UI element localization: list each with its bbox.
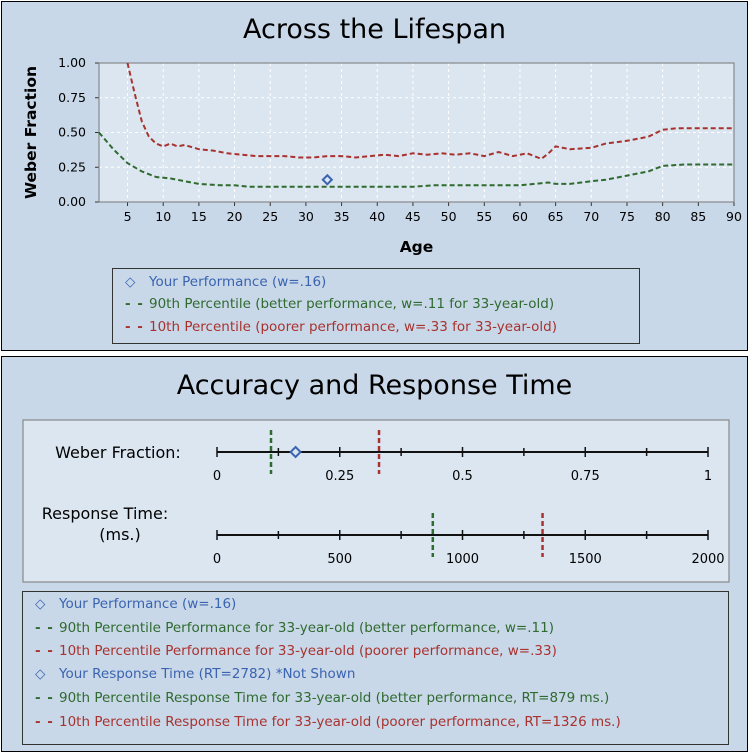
legend2-label-2: 10th Percentile Performance for 33-year-…	[59, 643, 557, 659]
x-tick-label: 65	[548, 209, 564, 224]
legend1-label-your-performance: Your Performance (w=.16)	[149, 274, 327, 290]
dashed-line-icon: - -	[35, 690, 54, 706]
accuracy-panel: Accuracy and Response Time 0 0.25 0.5 0.75 1…	[1, 356, 748, 752]
x-tick-label: 40	[369, 209, 385, 224]
number-line-box	[22, 419, 730, 583]
x-tick-label: 5	[124, 209, 132, 224]
legend1-90th-percentile: - - 90th Percentile (better performance,…	[125, 296, 554, 312]
x-tick-label: 10	[155, 209, 171, 224]
x-tick-label: 50	[441, 209, 457, 224]
x-axis-label: Age	[400, 238, 434, 256]
dashed-line-icon: - -	[35, 620, 54, 636]
x-tick-label: 55	[476, 209, 492, 224]
axis-tick-label: 500	[327, 552, 352, 567]
x-tick-label: 85	[690, 209, 706, 224]
your-performance-marker	[289, 445, 302, 459]
legend2-your-response-time: ◇ Your Response Time (RT=2782) *Not Show…	[35, 666, 355, 682]
y-axis-label: Weber Fraction	[22, 66, 40, 199]
legend2-10th-performance: - - 10th Percentile Performance for 33-y…	[35, 643, 557, 659]
legend2-label-3: Your Response Time (RT=2782) *Not Shown	[59, 666, 356, 682]
axis-tick-label: 2000	[691, 552, 724, 567]
x-tick-label: 45	[405, 209, 421, 224]
x-tick-label: 80	[655, 209, 671, 224]
legend2-label-1: 90th Percentile Performance for 33-year-…	[59, 620, 554, 636]
axis-tick-label: 1	[704, 469, 712, 484]
lifespan-legend: ◇ Your Performance (w=.16) - - 90th Perc…	[112, 268, 640, 344]
x-tick-label: 70	[583, 209, 599, 224]
axis-tick-label: 1500	[569, 552, 602, 567]
row-label: Weber Fraction:	[55, 443, 181, 462]
axis-tick-label: 1000	[446, 552, 479, 567]
row-label-unit: (ms.)	[99, 525, 141, 544]
axis-tick-label: 0	[213, 469, 221, 484]
diamond-icon: ◇	[35, 596, 47, 612]
dashed-line-icon: - -	[125, 296, 144, 312]
legend1-your-performance: ◇ Your Performance (w=.16)	[125, 274, 326, 290]
legend1-label-90th: 90th Percentile (better performance, w=.…	[149, 296, 555, 312]
dashed-line-icon: - -	[125, 319, 144, 335]
plot-area	[99, 63, 734, 202]
x-tick-label: 25	[262, 209, 278, 224]
legend2-label-5: 10th Percentile Response Time for 33-yea…	[59, 714, 621, 730]
your-performance-point	[321, 173, 334, 186]
legend2-your-performance: ◇ Your Performance (w=.16)	[35, 596, 236, 612]
diamond-icon: ◇	[35, 666, 47, 682]
legend2-90th-rt: - - 90th Percentile Response Time for 33…	[35, 690, 609, 706]
y-tick-label: 0.75	[58, 90, 86, 105]
dashed-line-icon: - -	[35, 643, 54, 659]
accuracy-chart: 0 0.25 0.5 0.75 1 Weber Fraction: 0 500 1000 1500…	[22, 419, 730, 583]
legend1-label-10th: 10th Percentile (poorer performance, w=.…	[149, 319, 558, 335]
series-10th-percentile	[126, 62, 734, 161]
x-tick-label: 60	[512, 209, 528, 224]
axis-tick-label: 0.75	[571, 469, 600, 484]
lifespan-panel: Across the Lifespan 5 10 15 20 25 30 35 40 45 50 5…	[1, 1, 748, 351]
y-tick-label: 1.00	[58, 55, 86, 70]
x-tick-label: 15	[191, 209, 207, 224]
x-tick-label: 90	[726, 209, 742, 224]
y-tick-label: 0.25	[58, 159, 86, 174]
axis-tick-label: 0.25	[325, 469, 354, 484]
diamond-icon: ◇	[125, 274, 137, 290]
y-tick-label: 0.50	[58, 125, 86, 140]
legend2-90th-performance: - - 90th Percentile Performance for 33-y…	[35, 620, 554, 636]
dashed-line-icon: - -	[35, 714, 54, 730]
accuracy-title: Accuracy and Response Time	[176, 370, 573, 401]
axis-tick-label: 0.5	[452, 469, 473, 484]
legend2-label-0: Your Performance (w=.16)	[59, 596, 237, 612]
lifespan-title: Across the Lifespan	[243, 14, 506, 45]
row-label: Response Time:	[42, 504, 168, 523]
axis-tick-label: 0	[213, 552, 221, 567]
x-tick-label: 35	[334, 209, 350, 224]
series-90th-percentile	[98, 131, 734, 188]
legend2-label-4: 90th Percentile Response Time for 33-yea…	[59, 690, 610, 706]
x-tick-label: 30	[298, 209, 314, 224]
lifespan-chart: 5 10 15 20 25 30 35 40 45 50 55 60 65 70 75 80 85 90 0.00 0…	[22, 55, 742, 256]
y-tick-label: 0.00	[58, 194, 86, 209]
x-tick-label: 20	[227, 209, 243, 224]
accuracy-legend: ◇ Your Performance (w=.16) - - 90th Perc…	[22, 591, 729, 745]
legend1-10th-percentile: - - 10th Percentile (poorer performance,…	[125, 319, 557, 335]
legend2-10th-rt: - - 10th Percentile Response Time for 33…	[35, 714, 621, 730]
x-tick-label: 75	[619, 209, 635, 224]
